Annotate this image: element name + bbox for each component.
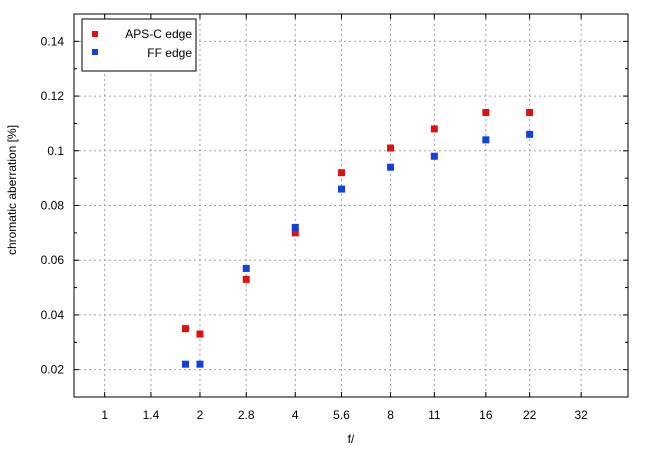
aps-c-edge-point <box>387 144 395 152</box>
x-tick-label: 8 <box>387 408 394 422</box>
y-axis-title: chromatic aberration [%] <box>5 125 19 255</box>
legend: APS-C edge FF edge <box>81 18 197 72</box>
x-tick-label: 22 <box>523 408 537 422</box>
y-tick-label: 0.1 <box>47 144 64 158</box>
legend-marker-aps-c <box>92 31 98 37</box>
ff-edge-point <box>291 223 299 231</box>
y-tick-label: 0.02 <box>41 363 65 377</box>
grid <box>74 14 628 397</box>
x-tick-label: 32 <box>574 408 588 422</box>
x-tick-label: 5.6 <box>333 408 350 422</box>
x-tick-label: 11 <box>428 408 441 422</box>
aps-c-edge-point <box>291 229 299 237</box>
legend-label-aps-c: APS-C edge <box>125 27 192 41</box>
x-tick-label: 1 <box>101 408 108 422</box>
x-tick-label: 2 <box>197 408 204 422</box>
ff-edge-point <box>242 264 250 272</box>
y-tick-label: 0.06 <box>41 253 65 267</box>
x-tick-label: 4 <box>292 408 299 422</box>
ff-edge-point <box>181 360 189 368</box>
aps-c-edge-point <box>430 125 438 133</box>
y-tick-label: 0.08 <box>41 199 65 213</box>
aps-c-edge-point <box>181 325 189 333</box>
legend-marker-ff <box>92 49 98 55</box>
x-tick-label: 1.4 <box>143 408 160 422</box>
aps-c-edge-point <box>482 108 490 116</box>
ff-edge-point <box>482 136 490 144</box>
aps-c-edge-point <box>338 169 346 177</box>
ff-edge-point <box>196 360 204 368</box>
data-points <box>181 108 534 368</box>
y-tick-label: 0.04 <box>41 308 65 322</box>
ff-edge-point <box>387 163 395 171</box>
y-tick-label: 0.12 <box>41 89 65 103</box>
aps-c-edge-point <box>526 108 534 116</box>
legend-box <box>81 18 197 72</box>
axis-ticks: 1 1.4 2 2.8 4 5.6 8 11 16 22 32 0.02 0.04 0.06 0.08 0.1… <box>41 14 628 422</box>
ff-edge-point <box>338 185 346 193</box>
ff-edge-point <box>526 130 534 138</box>
ff-edge-point <box>430 152 438 160</box>
aps-c-edge-point <box>242 275 250 283</box>
y-tick-label: 0.14 <box>41 34 65 48</box>
aps-c-edge-point <box>196 330 204 338</box>
legend-label-ff: FF edge <box>147 46 192 60</box>
x-tick-label: 16 <box>479 408 493 422</box>
x-tick-label: 2.8 <box>238 408 255 422</box>
x-axis-title: f/ <box>348 432 355 446</box>
